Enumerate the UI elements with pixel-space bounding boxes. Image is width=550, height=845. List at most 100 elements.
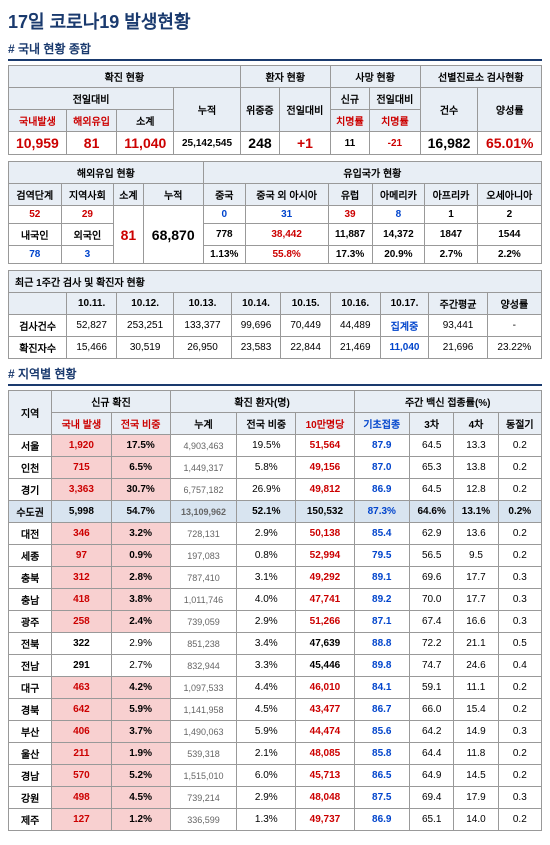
region-cell: 3.7% <box>111 721 170 743</box>
region-cell: 14.9 <box>454 721 498 743</box>
region-row: 전북3222.9%851,2383.4%47,63988.872.221.10.… <box>9 633 542 655</box>
region-cell: 3.3% <box>237 655 296 677</box>
region-row: 전남2912.7%832,9443.3%45,44689.874.724.60.… <box>9 655 542 677</box>
region-cell: 17.9 <box>454 787 498 809</box>
region-cell: 56.5 <box>410 545 454 567</box>
region-row: 경북6425.9%1,141,9584.5%43,47786.766.015.4… <box>9 699 542 721</box>
region-cell: 85.4 <box>354 523 410 545</box>
hdr-oceania: 오세아니아 <box>477 184 541 206</box>
hdr-prevday: 전일대비 <box>9 88 174 110</box>
region-cell: 1,515,010 <box>170 765 236 787</box>
region-cell: 0.2 <box>498 743 541 765</box>
week-test-val: 93,441 <box>429 315 487 337</box>
region-cell: 211 <box>52 743 111 765</box>
rh-cumul: 누계 <box>170 413 236 435</box>
region-cell: 17.7 <box>454 567 498 589</box>
region-cell: 11.8 <box>454 743 498 765</box>
region-cell: 322 <box>52 633 111 655</box>
rh-d4: 4차 <box>454 413 498 435</box>
o2-ch: 778 <box>203 224 245 246</box>
region-row: 경남5705.2%1,515,0106.0%45,71386.564.914.5… <box>9 765 542 787</box>
region-cell: 47,741 <box>296 589 354 611</box>
region-cell: 45,446 <box>296 655 354 677</box>
week-date: 10.13. <box>174 293 231 315</box>
hdr-posrate: 양성률 <box>478 88 542 132</box>
week-conf-val: 23,583 <box>231 337 281 359</box>
region-cell: 12.8 <box>454 479 498 501</box>
region-cell: 5.9% <box>111 699 170 721</box>
week-test-val: 99,696 <box>231 315 281 337</box>
region-cell: 전남 <box>9 655 52 677</box>
region-cell: 충남 <box>9 589 52 611</box>
region-cell: 13.8 <box>454 457 498 479</box>
o1-am: 8 <box>372 206 425 224</box>
region-cell: 1,097,533 <box>170 677 236 699</box>
o1-ch: 0 <box>203 206 245 224</box>
region-cell: 51,266 <box>296 611 354 633</box>
hdr-cumul: 누적 <box>174 88 241 132</box>
hdr-domestic: 국내발생 <box>9 110 67 132</box>
o3-af: 2.7% <box>425 246 478 264</box>
region-cell: 62.9 <box>410 523 454 545</box>
region-cell: 24.6 <box>454 655 498 677</box>
region-cell: 30.7% <box>111 479 170 501</box>
region-cell: 6.5% <box>111 457 170 479</box>
region-cell: 0.2 <box>498 699 541 721</box>
rh-natratio2: 전국 비중 <box>237 413 296 435</box>
hdr-death: 사망 현황 <box>330 66 420 88</box>
region-cell: 88.8 <box>354 633 410 655</box>
region-cell: 1,011,746 <box>170 589 236 611</box>
hdr-overseas-stat: 해외유입 현황 <box>9 162 204 184</box>
region-cell: 851,238 <box>170 633 236 655</box>
region-cell: 1.2% <box>111 809 170 831</box>
hdr-confirm: 확진 현황 <box>9 66 241 88</box>
region-cell: 87.1 <box>354 611 410 633</box>
o2-eu: 11,887 <box>328 224 372 246</box>
o2-af: 1847 <box>425 224 478 246</box>
region-cell: 제주 <box>9 809 52 831</box>
region-cell: 0.2% <box>498 501 541 523</box>
o1-af: 1 <box>425 206 478 224</box>
region-cell: 51,564 <box>296 435 354 457</box>
region-cell: 406 <box>52 721 111 743</box>
region-row: 수도권5,99854.7%13,109,96252.1%150,53287.3%… <box>9 501 542 523</box>
region-cell: 44,474 <box>296 721 354 743</box>
val-posrate: 65.01% <box>478 132 542 155</box>
region-cell: 72.2 <box>410 633 454 655</box>
region-cell: 312 <box>52 567 111 589</box>
region-cell: 0.2 <box>498 765 541 787</box>
region-cell: 4.5% <box>237 699 296 721</box>
region-cell: 728,131 <box>170 523 236 545</box>
region-cell: 2.9% <box>111 633 170 655</box>
region-cell: 충북 <box>9 567 52 589</box>
region-cell: 0.3 <box>498 787 541 809</box>
rh-base: 기초접종 <box>354 413 410 435</box>
o3-am: 20.9% <box>372 246 425 264</box>
region-cell: 2.8% <box>111 567 170 589</box>
rh-flu: 동절기 <box>498 413 541 435</box>
o1-asia: 31 <box>245 206 328 224</box>
region-cell: 0.2 <box>498 809 541 831</box>
region-cell: 84.1 <box>354 677 410 699</box>
region-row: 서울1,92017.5%4,903,46319.5%51,56487.964.5… <box>9 435 542 457</box>
region-cell: 4.2% <box>111 677 170 699</box>
region-cell: 3.4% <box>237 633 296 655</box>
region-cell: 서울 <box>9 435 52 457</box>
region-cell: 89.8 <box>354 655 410 677</box>
week-conf-val: 21,469 <box>330 337 380 359</box>
val-domestic: 10,959 <box>9 132 67 155</box>
region-cell: 2.4% <box>111 611 170 633</box>
region-cell: 86.9 <box>354 479 410 501</box>
region-cell: 539,318 <box>170 743 236 765</box>
region-cell: 세종 <box>9 545 52 567</box>
rh-per100k: 10만명당 <box>296 413 354 435</box>
week-test-val: 133,377 <box>174 315 231 337</box>
region-cell: 0.2 <box>498 677 541 699</box>
region-cell: 경북 <box>9 699 52 721</box>
hdr-new: 신규 <box>330 88 369 110</box>
region-cell: 69.4 <box>410 787 454 809</box>
week-date: 10.16. <box>330 293 380 315</box>
region-cell: 경기 <box>9 479 52 501</box>
region-cell: 5.2% <box>111 765 170 787</box>
region-cell: 43,477 <box>296 699 354 721</box>
